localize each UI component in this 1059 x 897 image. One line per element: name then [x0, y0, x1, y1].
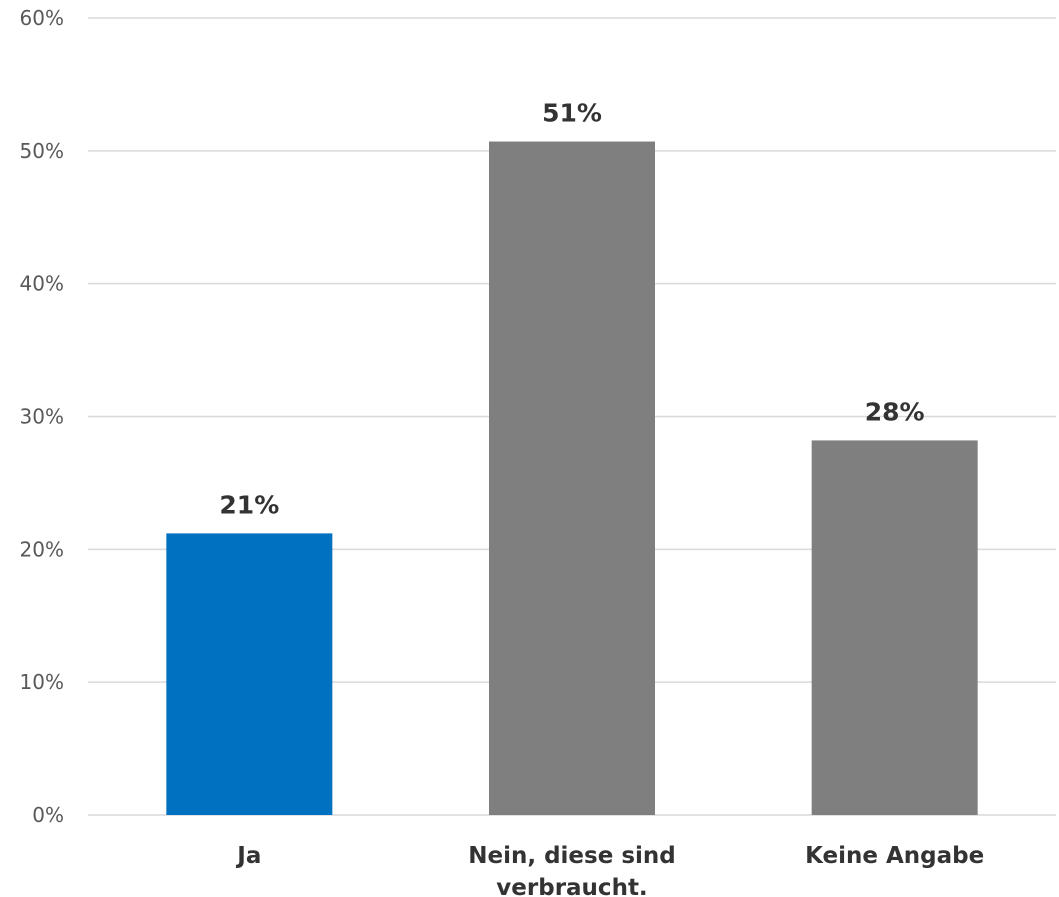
x-tick-label: verbraucht.: [496, 875, 647, 897]
data-label: 28%: [865, 397, 925, 426]
x-tick-label: Keine Angabe: [805, 843, 984, 869]
x-axis-category-labels: Ja Nein, diese sind verbraucht. Keine Angab…: [235, 843, 984, 897]
y-tick-label: 50%: [20, 139, 64, 163]
y-tick-label: 10%: [20, 670, 64, 694]
bar-3: [811, 440, 978, 815]
x-tick-label: Nein, diese sind: [468, 843, 676, 869]
data-labels: 21% 51% 28%: [219, 99, 924, 520]
y-tick-label: 30%: [20, 405, 64, 429]
bar-2: [489, 141, 655, 815]
bars: [166, 141, 978, 815]
y-tick-label: 0%: [32, 803, 64, 827]
x-tick-label: Ja: [235, 843, 261, 869]
bar-1: [166, 533, 333, 815]
data-label: 21%: [219, 490, 279, 519]
y-tick-label: 40%: [20, 272, 64, 296]
y-tick-label: 60%: [20, 6, 64, 30]
y-axis-tick-labels: 0% 10% 20% 30% 40% 50% 60%: [20, 6, 64, 827]
y-tick-label: 20%: [20, 537, 64, 561]
data-label: 51%: [542, 99, 602, 128]
